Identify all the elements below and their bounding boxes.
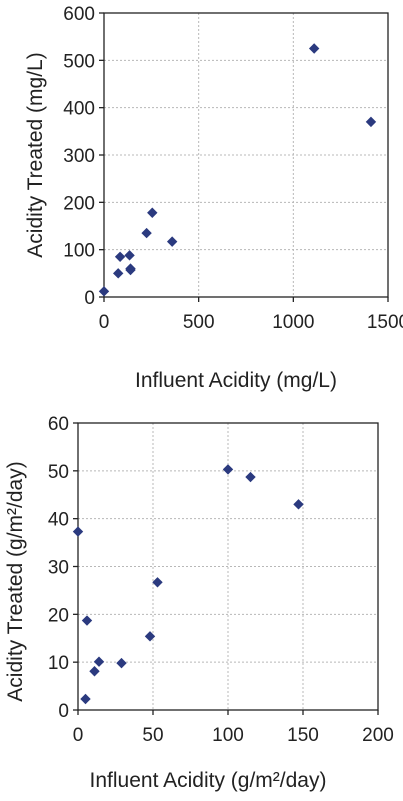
data-point [141,227,152,239]
y-tick-label: 10 [48,653,69,674]
y-axis-title: Acidity Treated (g/m²/day) [4,461,27,701]
x-axis-title: Influent Acidity (g/m²/day) [90,769,327,792]
data-point [114,251,126,262]
data-point [166,236,178,247]
x-tick-label: 150 [287,725,319,746]
x-tick-label: 500 [183,312,215,333]
data-point [113,268,124,279]
data-point [93,656,105,667]
data-point [116,657,127,669]
x-tick-label: 200 [362,725,394,746]
data-point [147,207,158,218]
y-tick-label: 40 [48,510,69,531]
y-tick-label: 20 [48,605,69,626]
data-point [80,693,91,705]
x-tick-label: 0 [73,725,84,746]
data-point [308,43,320,54]
plot-area-frame [103,12,389,298]
x-tick-label: 0 [99,312,110,333]
x-tick-label: 1000 [272,312,314,333]
data-point [293,499,304,510]
chart-influent-vs-treated-loading: 0 50 100 150 200 0 10 20 30 40 50 60 Influent Acidit… [4,414,394,792]
plot-area-frame [77,422,379,711]
data-point [144,631,156,642]
y-tick-label: 200 [63,193,95,214]
y-tick-label: 30 [48,558,69,579]
data-point [98,286,110,297]
y-tick-label: 500 [63,51,95,72]
y-tick-label: 60 [48,414,69,435]
data-point [365,116,377,128]
data-point [125,264,136,276]
y-tick-label: 50 [48,462,69,483]
x-axis-title: Influent Acidity (mg/L) [135,369,337,392]
data-point [81,615,93,626]
data-point [245,471,256,483]
data-point [72,526,84,537]
y-axis-title: Acidity Treated (mg/L) [24,52,47,257]
y-tick-label: 600 [63,4,95,25]
y-tick-label: 100 [63,241,95,262]
x-tick-label: 100 [212,725,244,746]
data-point [124,250,135,261]
y-tick-label: 300 [63,146,95,167]
data-point [89,666,100,677]
y-tick-label: 0 [84,288,95,309]
data-point [152,577,163,588]
y-tick-label: 400 [63,99,95,120]
x-tick-label: 50 [142,725,163,746]
y-tick-label: 0 [58,701,69,722]
data-point [222,464,234,475]
